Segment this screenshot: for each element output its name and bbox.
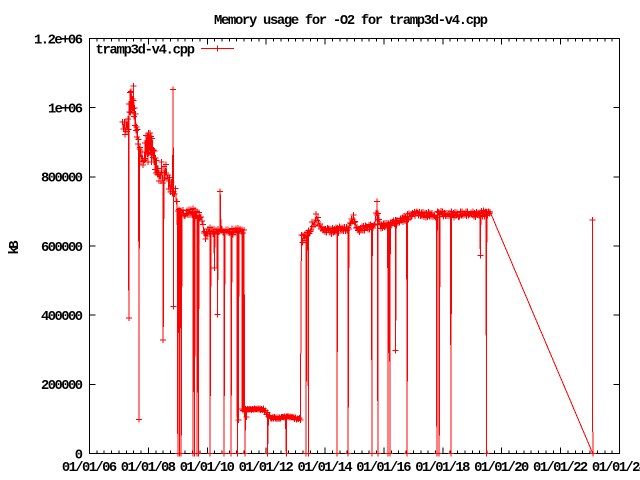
svg-text:01/01/12: 01/01/12 — [239, 460, 294, 476]
svg-text:kB: kB — [7, 241, 23, 255]
svg-text:01/01/24: 01/01/24 — [592, 460, 640, 476]
svg-text:01/01/16: 01/01/16 — [356, 460, 411, 476]
svg-text:200000: 200000 — [41, 379, 83, 394]
svg-text:1e+06: 1e+06 — [48, 103, 83, 118]
svg-text:01/01/20: 01/01/20 — [474, 460, 529, 476]
svg-text:01/01/22: 01/01/22 — [533, 460, 588, 476]
svg-text:01/01/06: 01/01/06 — [62, 460, 117, 476]
svg-text:1.2e+06: 1.2e+06 — [34, 33, 83, 48]
svg-text:01/01/10: 01/01/10 — [180, 460, 235, 476]
svg-text:01/01/18: 01/01/18 — [415, 460, 470, 476]
svg-text:0: 0 — [75, 448, 83, 463]
svg-text:tramp3d-v4.cpp: tramp3d-v4.cpp — [96, 43, 196, 59]
svg-text:Memory usage for -O2 for tramp: Memory usage for -O2 for tramp3d-v4.cpp — [214, 13, 488, 29]
svg-text:600000: 600000 — [41, 241, 83, 256]
svg-text:01/01/14: 01/01/14 — [298, 460, 353, 476]
svg-text:800000: 800000 — [41, 172, 83, 187]
svg-text:01/01/08: 01/01/08 — [121, 460, 176, 476]
svg-text:400000: 400000 — [41, 310, 83, 325]
